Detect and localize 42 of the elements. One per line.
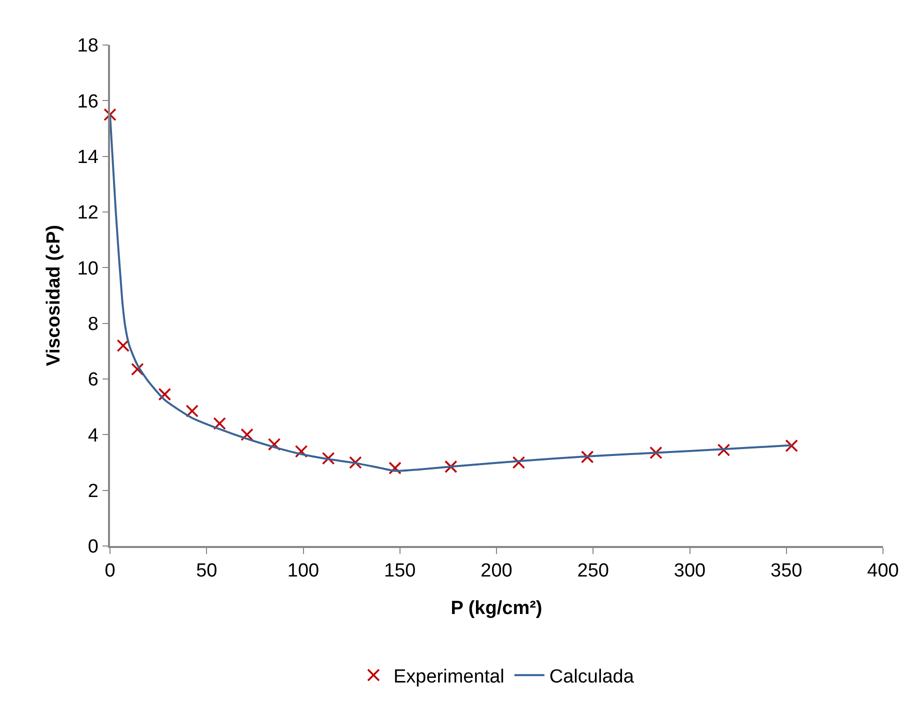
y-tick-label: 10 — [77, 258, 98, 280]
x-tick-label: 300 — [674, 560, 706, 582]
point — [650, 446, 662, 460]
line-series — [110, 114, 793, 472]
point — [104, 108, 116, 121]
point — [349, 456, 362, 469]
y-tick-label: 4 — [88, 425, 99, 446]
point — [717, 444, 730, 456]
point — [240, 428, 254, 442]
legend-label: Calculada — [549, 666, 634, 688]
point — [512, 456, 526, 469]
point — [444, 460, 458, 474]
y-tick-label: 12 — [77, 202, 98, 224]
point — [388, 462, 402, 474]
point — [294, 444, 308, 458]
y-tick-label: 8 — [88, 314, 98, 335]
y-tick-label: 18 — [77, 36, 98, 57]
y-tick-label: 16 — [77, 91, 98, 112]
point — [186, 404, 199, 418]
y-tick-label: 0 — [88, 536, 98, 558]
x-tick-label: 200 — [480, 560, 512, 582]
point — [580, 450, 594, 464]
point — [213, 417, 226, 430]
y-axis-title: Viscosidad (cP) — [44, 224, 65, 366]
x-axis-title: P (kg/cm²) — [450, 598, 542, 619]
y-tick-label: 2 — [88, 480, 98, 502]
point — [131, 362, 144, 376]
x-tick-label: 50 — [196, 560, 218, 582]
x-tick-label: 100 — [287, 560, 320, 582]
x-tick-label: 350 — [770, 560, 802, 582]
point — [268, 438, 281, 451]
y-tick-label: 14 — [77, 146, 99, 168]
x-tick-label: 0 — [104, 560, 116, 582]
point — [116, 339, 130, 352]
x-tick-label: 150 — [384, 560, 416, 582]
legend-label: Experimental — [394, 666, 504, 688]
point — [158, 388, 172, 401]
point — [785, 439, 798, 452]
point — [322, 452, 335, 465]
x-tick-label: 400 — [867, 560, 899, 582]
y-tick-label: 6 — [88, 370, 98, 391]
x-tick-label: 250 — [577, 560, 609, 582]
